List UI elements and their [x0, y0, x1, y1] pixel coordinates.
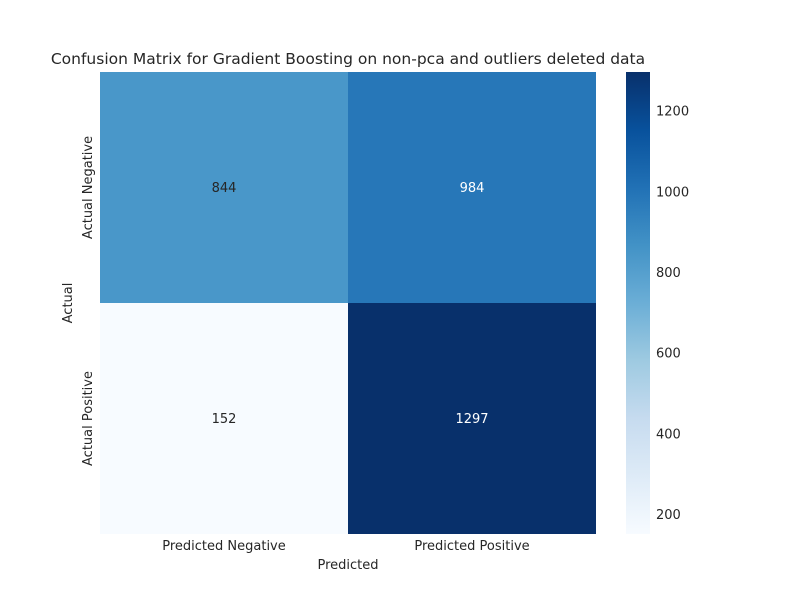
heatmap-cell [100, 72, 348, 303]
colorbar-tick-label: 1200 [656, 105, 689, 120]
y-tick-label: Actual Positive [81, 371, 96, 466]
cell-value-label: 1297 [455, 412, 488, 427]
cell-value-label: 844 [212, 181, 237, 196]
cell-value-label: 152 [212, 412, 237, 427]
heatmap-cell [348, 303, 596, 534]
colorbar-tick-label: 400 [656, 427, 681, 442]
heatmap-cell [100, 303, 348, 534]
colorbar-tick-label: 200 [656, 508, 681, 523]
heatmap-cells [100, 72, 596, 534]
x-tick-label: Predicted Positive [414, 539, 529, 554]
colorbar [626, 72, 650, 534]
x-axis-label: Predicted [317, 558, 378, 573]
y-tick-labels: Actual Negative Actual Positive [81, 136, 96, 466]
cell-value-label: 984 [460, 181, 485, 196]
x-tick-label: Predicted Negative [162, 539, 286, 554]
chart-title: Confusion Matrix for Gradient Boosting o… [51, 50, 645, 68]
y-axis-label: Actual [61, 283, 76, 324]
x-tick-labels: Predicted Negative Predicted Positive [162, 539, 529, 554]
colorbar-tick-label: 800 [656, 266, 681, 281]
heatmap-cell-labels: 844 984 152 1297 [212, 181, 489, 427]
y-tick-label: Actual Negative [81, 136, 96, 239]
colorbar-tick-label: 600 [656, 347, 681, 362]
colorbar-tick-label: 1000 [656, 185, 689, 200]
colorbar-ticks: 200 400 600 800 1000 1200 [656, 105, 689, 523]
heatmap-cell [348, 72, 596, 303]
